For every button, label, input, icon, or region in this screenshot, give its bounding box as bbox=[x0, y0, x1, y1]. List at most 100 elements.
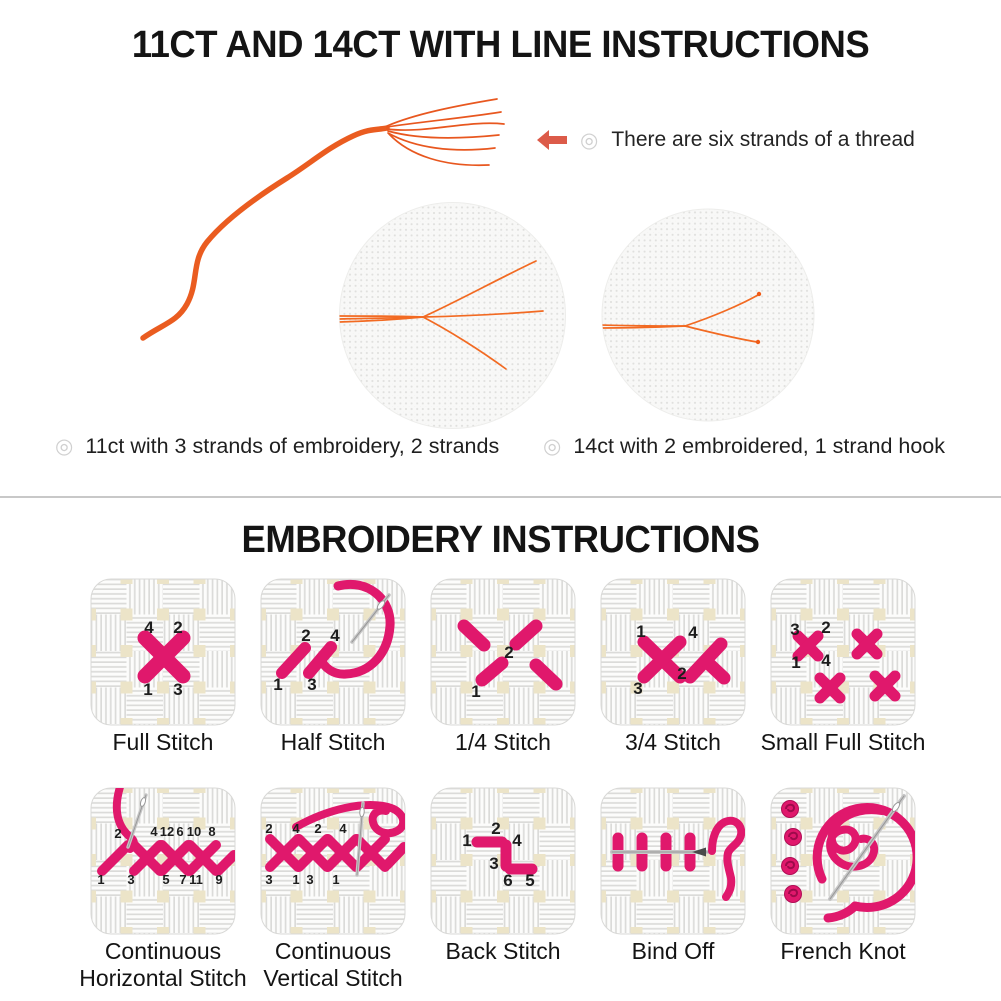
back-stitch-diagram: 1 2 4 3 6 5 bbox=[430, 787, 576, 935]
tile-label: Continuous Horizontal Stitch bbox=[79, 938, 247, 991]
bullet-icon: ◎ bbox=[543, 435, 562, 458]
stitches-section-title: EMBROIDERY INSTRUCTIONS bbox=[241, 519, 760, 561]
tile-label: Full Stitch bbox=[112, 729, 214, 755]
needle-icon bbox=[610, 847, 714, 857]
thread-note: ◎ There are six strands of a thread bbox=[537, 128, 915, 152]
svg-text:4: 4 bbox=[150, 824, 158, 839]
left-arrow-icon bbox=[537, 130, 567, 150]
tile-quarter-stitch: 2 1 1/4 Stitch bbox=[430, 578, 576, 755]
tile-back-stitch: 1 2 4 3 6 5 Back Stitch bbox=[430, 787, 576, 964]
svg-text:6: 6 bbox=[503, 871, 512, 890]
svg-text:2: 2 bbox=[301, 626, 310, 645]
svg-text:3: 3 bbox=[633, 679, 642, 698]
svg-text:3: 3 bbox=[173, 680, 182, 699]
thread-strands bbox=[386, 98, 505, 167]
tile-label: Back Stitch bbox=[445, 938, 561, 964]
tile-label: Half Stitch bbox=[280, 729, 386, 755]
svg-text:12: 12 bbox=[160, 824, 174, 839]
svg-text:4: 4 bbox=[144, 618, 154, 637]
small-full-stitch-diagram: 3 2 1 4 bbox=[770, 578, 916, 726]
tile-continuous-vertical-stitch: 2 4 2 4 3 1 3 1 Continuous Vertical Stit… bbox=[260, 787, 406, 991]
svg-text:1: 1 bbox=[462, 831, 471, 850]
svg-text:2: 2 bbox=[114, 826, 121, 841]
svg-text:7: 7 bbox=[179, 872, 186, 887]
14ct-caption-text: 14ct with 2 embroidered, 1 strand hook bbox=[573, 434, 946, 458]
svg-text:2: 2 bbox=[821, 618, 830, 637]
full-stitch-diagram: 4 2 1 3 bbox=[90, 578, 236, 726]
svg-text:3: 3 bbox=[127, 872, 134, 887]
svg-text:4: 4 bbox=[339, 821, 347, 836]
11ct-caption-text: 11ct with 3 strands of embroidery, 2 str… bbox=[85, 434, 500, 458]
svg-text:1: 1 bbox=[273, 675, 282, 694]
svg-text:9: 9 bbox=[215, 872, 222, 887]
svg-text:3: 3 bbox=[790, 620, 799, 639]
tile-label: Bind Off bbox=[631, 938, 715, 964]
svg-text:3: 3 bbox=[265, 872, 272, 887]
continuous-horizontal-stitch-diagram: 2 4 12 6 10 8 1 3 5 7 11 9 bbox=[90, 787, 236, 935]
thread-note-text: There are six strands of a thread bbox=[611, 128, 915, 151]
section-divider bbox=[0, 496, 1001, 498]
quarter-stitch-diagram: 2 1 bbox=[430, 578, 576, 726]
svg-text:1: 1 bbox=[791, 653, 800, 672]
svg-text:2: 2 bbox=[677, 664, 686, 683]
bind-off-diagram bbox=[600, 787, 746, 935]
svg-text:2: 2 bbox=[265, 821, 272, 836]
svg-text:4: 4 bbox=[512, 831, 522, 850]
svg-text:3: 3 bbox=[489, 854, 498, 873]
svg-text:2: 2 bbox=[173, 618, 182, 637]
three-quarter-stitch-diagram: 1 4 2 3 bbox=[600, 578, 746, 726]
svg-text:2: 2 bbox=[314, 821, 321, 836]
bullet-icon: ◎ bbox=[55, 435, 74, 458]
tile-bind-off: Bind Off bbox=[600, 787, 746, 964]
bullet-icon: ◎ bbox=[580, 128, 599, 152]
half-stitch-diagram: 2 4 1 3 bbox=[260, 578, 406, 726]
svg-text:4: 4 bbox=[292, 821, 300, 836]
svg-text:4: 4 bbox=[688, 623, 698, 642]
french-knot-diagram bbox=[770, 787, 916, 935]
svg-text:1: 1 bbox=[471, 682, 480, 701]
knot-dots bbox=[781, 800, 802, 903]
continuous-vertical-stitch-diagram: 2 4 2 4 3 1 3 1 bbox=[260, 787, 406, 935]
svg-text:11: 11 bbox=[189, 872, 203, 887]
11ct-fabric-circle bbox=[339, 202, 566, 429]
six-strand-thread-illustration bbox=[140, 98, 505, 341]
svg-text:4: 4 bbox=[821, 651, 831, 670]
14ct-fabric-circle bbox=[601, 208, 815, 422]
svg-text:8: 8 bbox=[208, 824, 215, 839]
tile-french-knot: French Knot bbox=[770, 787, 916, 964]
svg-text:6: 6 bbox=[176, 824, 183, 839]
tile-label: 1/4 Stitch bbox=[455, 729, 551, 755]
needle-icon bbox=[126, 793, 148, 849]
tile-label: French Knot bbox=[780, 938, 906, 964]
tile-label: Continuous Vertical Stitch bbox=[263, 938, 403, 991]
14ct-caption: ◎ 14ct with 2 embroidered, 1 strand hook bbox=[543, 434, 945, 459]
svg-text:2: 2 bbox=[504, 643, 513, 662]
svg-text:1: 1 bbox=[332, 872, 339, 887]
svg-text:3: 3 bbox=[306, 872, 313, 887]
tile-half-stitch: 2 4 1 3 Half Stitch bbox=[260, 578, 406, 755]
11ct-caption: ◎ 11ct with 3 strands of embroidery, 2 s… bbox=[55, 434, 499, 459]
tile-small-full-stitch: 3 2 1 4 Small Full Stitch bbox=[761, 578, 925, 755]
svg-text:4: 4 bbox=[330, 626, 340, 645]
three-strand-thread bbox=[339, 260, 544, 370]
needle-icon bbox=[350, 593, 391, 644]
tile-label: 3/4 Stitch bbox=[625, 729, 721, 755]
svg-text:2: 2 bbox=[491, 819, 500, 838]
svg-text:1: 1 bbox=[97, 872, 104, 887]
tile-three-quarter-stitch: 1 4 2 3 3/4 Stitch bbox=[600, 578, 746, 755]
tile-label: Small Full Stitch bbox=[760, 729, 926, 755]
svg-text:3: 3 bbox=[307, 675, 316, 694]
svg-text:10: 10 bbox=[187, 824, 201, 839]
svg-text:1: 1 bbox=[636, 622, 645, 641]
tile-continuous-horizontal-stitch: 2 4 12 6 10 8 1 3 5 7 11 9 Continuous Ho… bbox=[79, 787, 247, 991]
svg-text:1: 1 bbox=[292, 872, 299, 887]
two-strand-thread bbox=[602, 291, 762, 345]
needle-icon bbox=[828, 794, 906, 901]
svg-text:1: 1 bbox=[143, 680, 152, 699]
tile-full-stitch: 4 2 1 3 Full Stitch bbox=[90, 578, 236, 755]
svg-text:5: 5 bbox=[162, 872, 169, 887]
needle-icon bbox=[355, 801, 365, 877]
thread-section-title: 11CT AND 14CT WITH LINE INSTRUCTIONS bbox=[131, 24, 870, 66]
svg-text:5: 5 bbox=[525, 871, 534, 890]
